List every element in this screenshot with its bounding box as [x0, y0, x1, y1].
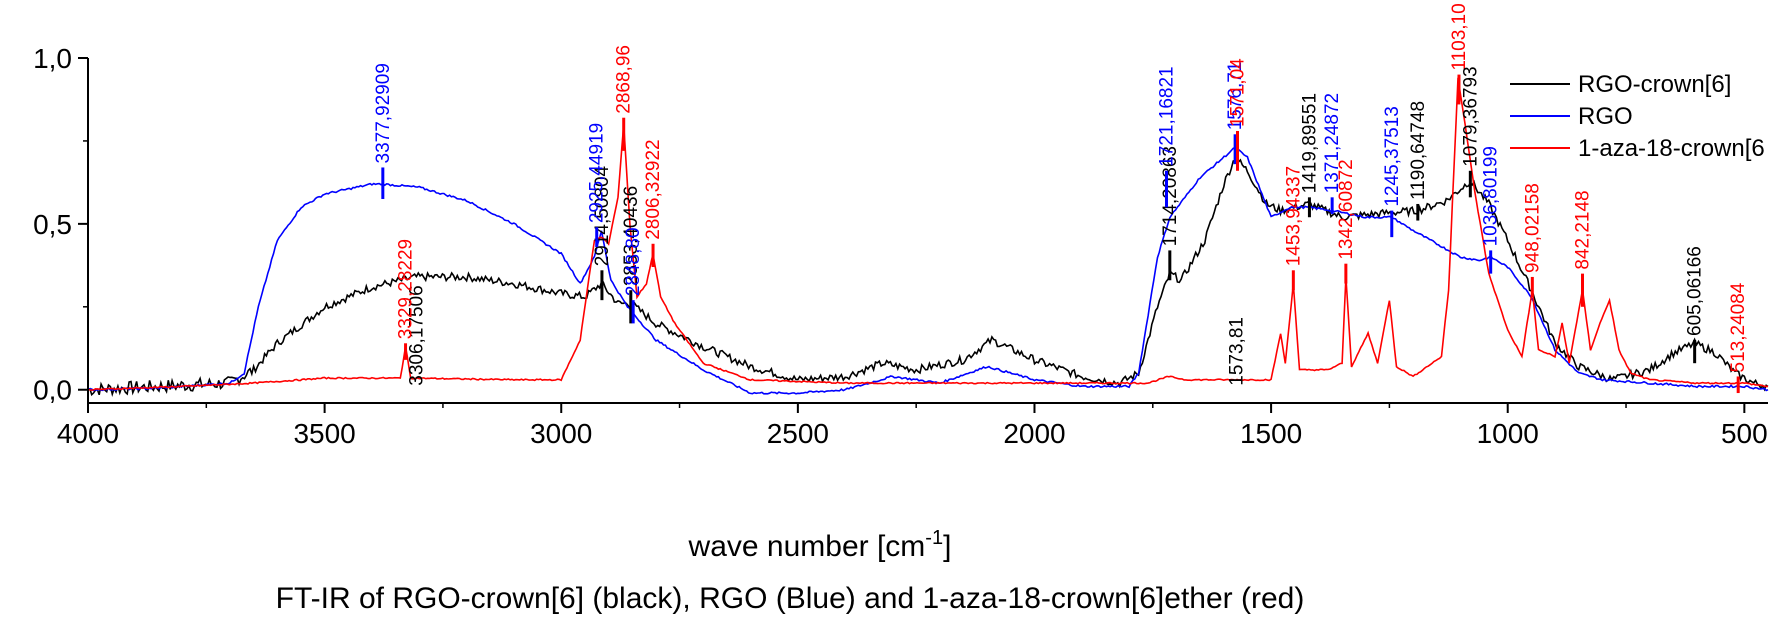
- y-tick-label: 0,5: [33, 209, 72, 240]
- peak-label: 1721,16821: [1157, 66, 1178, 166]
- peak-label: 1342,60872: [1336, 159, 1357, 259]
- peak-label: 2925,44919: [587, 123, 608, 223]
- legend-box: [1505, 64, 1781, 158]
- peak-label: 605,06166: [1685, 246, 1706, 336]
- figure-caption: FT-IR of RGO-crown[6] (black), RGO (Blue…: [276, 582, 1305, 615]
- peak-label: 1371,24872: [1322, 93, 1343, 193]
- series-line-0: [87, 158, 1769, 398]
- peak-label: 513,24084: [1728, 282, 1749, 372]
- x-axis-label: wave number [cm-1]: [688, 527, 952, 563]
- peak-label: 1571,04: [1227, 58, 1248, 127]
- peak-labels: 3377,929093306,175063329,282292914,50804…: [373, 3, 1749, 394]
- legend-label: 1-aza-18-crown[6: [1578, 135, 1765, 162]
- x-tick-label: 4000: [57, 418, 119, 449]
- peak-label: 2806,32922: [643, 139, 664, 239]
- series-line-1: [87, 147, 1769, 395]
- peak-label: 1036,80199: [1481, 146, 1502, 246]
- series-line-2: [87, 77, 1768, 392]
- x-axis-label-sup: -1: [925, 527, 943, 549]
- x-axis-label-end: ]: [943, 530, 951, 563]
- x-tick-label: 1500: [1240, 418, 1302, 449]
- y-tick-label: 0,0: [33, 375, 72, 406]
- legend-label: RGO: [1578, 103, 1633, 130]
- peak-label: 1453,94337: [1283, 166, 1304, 266]
- peak-label: 948,02158: [1522, 183, 1543, 273]
- x-tick-label: 500: [1721, 418, 1768, 449]
- peak-label: 2848,80: [623, 227, 644, 296]
- x-tick-label: 1000: [1477, 418, 1539, 449]
- peak-label: 1190,64748: [1408, 101, 1429, 200]
- x-tick-label: 3500: [293, 418, 355, 449]
- x-tick-label: 3000: [530, 418, 592, 449]
- peak-label: 842,2148: [1572, 190, 1593, 269]
- peak-label: 1419,89551: [1299, 93, 1320, 193]
- x-tick-label: 2500: [767, 418, 829, 449]
- peak-label: 1103,10: [1449, 3, 1470, 70]
- peak-label: 1576,71: [1225, 62, 1246, 131]
- peak-label: 2853,40436: [621, 186, 642, 286]
- legend-label: RGO-crown[6]: [1578, 71, 1731, 98]
- y-tick-label: 1,0: [33, 43, 72, 74]
- peak-label: 3377,92909: [373, 63, 394, 163]
- axes: 4000 3500 3000 2500 2000 1500 1000 500 0,0 0,5 1,0: [33, 43, 1768, 449]
- peak-label: 3306,17506: [406, 285, 427, 385]
- peak-label: 2868,96: [614, 45, 635, 114]
- peak-label: 1079,36793: [1460, 66, 1481, 166]
- peak-label: 3329,28229: [396, 239, 417, 339]
- x-tick-label: 2000: [1003, 418, 1065, 449]
- peak-label: 1245,37513: [1382, 106, 1403, 206]
- peak-label: 1573,81: [1227, 317, 1248, 386]
- legend: RGO-crown[6] RGO 1-aza-18-crown[6: [1505, 64, 1781, 162]
